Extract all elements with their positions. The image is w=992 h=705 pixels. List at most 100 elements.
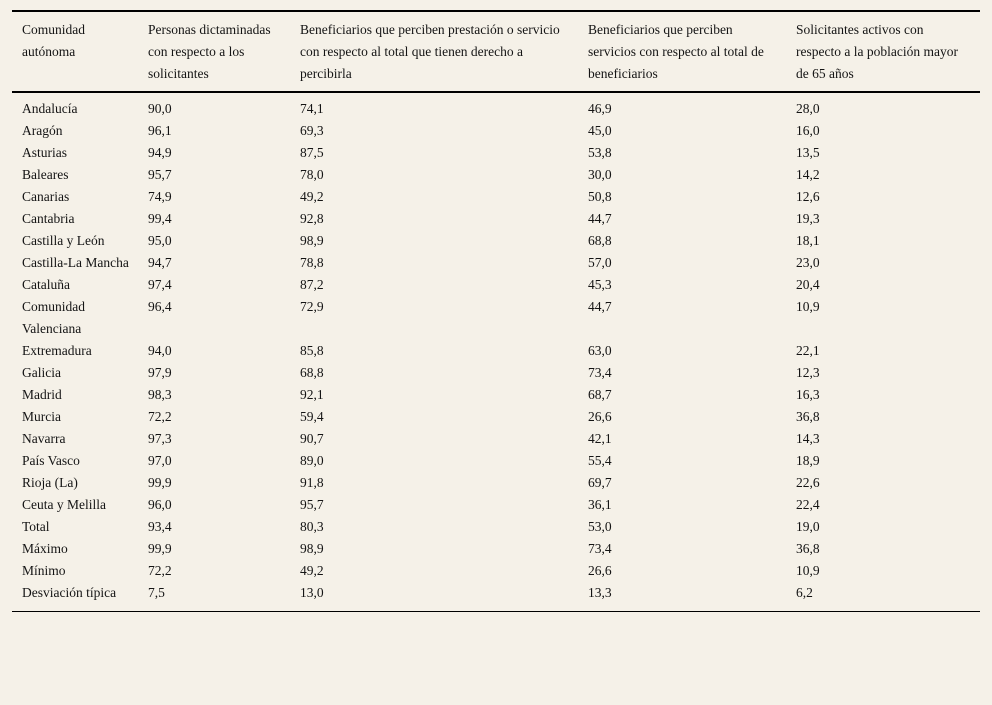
value-cell: 94,0 — [148, 343, 172, 358]
value-cell: 19,0 — [796, 519, 820, 534]
value-cell: 92,1 — [300, 387, 324, 402]
value-cell: 97,3 — [148, 431, 172, 446]
value-cell: 99,9 — [148, 475, 172, 490]
table-row: Ceuta y Melilla 96,0 95,7 36,1 22,4 — [12, 494, 980, 516]
value-cell: 85,8 — [300, 343, 324, 358]
value-cell: 72,2 — [148, 409, 172, 424]
value-cell: 12,3 — [796, 365, 820, 380]
value-cell: 74,1 — [300, 101, 324, 116]
value-cell: 95,7 — [148, 167, 172, 182]
value-cell: 69,3 — [300, 123, 324, 138]
value-cell: 18,9 — [796, 453, 820, 468]
value-cell: 98,3 — [148, 387, 172, 402]
value-cell: 14,3 — [796, 431, 820, 446]
value-cell: 68,7 — [588, 387, 612, 402]
community-name-cell: Madrid — [22, 387, 62, 402]
table-row: Desviación típica 7,5 13,0 13,3 6,2 — [12, 582, 980, 612]
value-cell: 13,0 — [300, 585, 324, 600]
value-cell: 90,7 — [300, 431, 324, 446]
table-row: Rioja (La) 99,9 91,8 69,7 22,6 — [12, 472, 980, 494]
value-cell: 30,0 — [588, 167, 612, 182]
value-cell: 44,7 — [588, 211, 612, 226]
value-cell: 14,2 — [796, 167, 820, 182]
value-cell: 53,0 — [588, 519, 612, 534]
value-cell: 87,2 — [300, 277, 324, 292]
community-name-cell: Castilla y León — [22, 233, 105, 248]
community-name-cell: Cantabria — [22, 211, 75, 226]
value-cell: 36,8 — [796, 409, 820, 424]
value-cell: 72,2 — [148, 563, 172, 578]
value-cell: 7,5 — [148, 585, 165, 600]
value-cell: 49,2 — [300, 563, 324, 578]
community-name-cell: Canarias — [22, 189, 70, 204]
value-cell: 10,9 — [796, 299, 820, 314]
column-header-comunidad: Comunidad autónoma — [12, 11, 148, 93]
value-cell: 96,4 — [148, 299, 172, 314]
community-name-cell: Andalucía — [22, 101, 78, 116]
value-cell: 28,0 — [796, 101, 820, 116]
value-cell: 16,0 — [796, 123, 820, 138]
value-cell: 96,1 — [148, 123, 172, 138]
column-header-solicitantes: Solicitantes activos con respecto a la p… — [796, 11, 980, 93]
value-cell: 57,0 — [588, 255, 612, 270]
value-cell: 96,0 — [148, 497, 172, 512]
value-cell: 10,9 — [796, 563, 820, 578]
value-cell: 73,4 — [588, 365, 612, 380]
value-cell: 44,7 — [588, 299, 612, 314]
value-cell: 98,9 — [300, 233, 324, 248]
community-name-cell: Comunidad Valenciana — [22, 299, 85, 336]
value-cell: 69,7 — [588, 475, 612, 490]
value-cell: 74,9 — [148, 189, 172, 204]
table-row: Comunidad Valenciana 96,4 72,9 44,7 10,9 — [12, 296, 980, 340]
community-name-cell: Total — [22, 519, 50, 534]
community-name-cell: Máximo — [22, 541, 68, 556]
table-body: Andalucía 90,0 74,1 46,9 28,0 Aragón 96,1 69,3 4… — [12, 92, 980, 612]
table-row: Mínimo 72,2 49,2 26,6 10,9 — [12, 560, 980, 582]
table-row: Andalucía 90,0 74,1 46,9 28,0 — [12, 92, 980, 120]
table-row: Máximo 99,9 98,9 73,4 36,8 — [12, 538, 980, 560]
table-row: Navarra 97,3 90,7 42,1 14,3 — [12, 428, 980, 450]
value-cell: 72,9 — [300, 299, 324, 314]
value-cell: 49,2 — [300, 189, 324, 204]
value-cell: 13,5 — [796, 145, 820, 160]
value-cell: 63,0 — [588, 343, 612, 358]
value-cell: 68,8 — [300, 365, 324, 380]
value-cell: 19,3 — [796, 211, 820, 226]
table-row: Galicia 97,9 68,8 73,4 12,3 — [12, 362, 980, 384]
value-cell: 36,8 — [796, 541, 820, 556]
community-name-cell: Asturias — [22, 145, 67, 160]
value-cell: 6,2 — [796, 585, 813, 600]
value-cell: 94,9 — [148, 145, 172, 160]
table-row: Extremadura 94,0 85,8 63,0 22,1 — [12, 340, 980, 362]
value-cell: 95,7 — [300, 497, 324, 512]
value-cell: 55,4 — [588, 453, 612, 468]
value-cell: 80,3 — [300, 519, 324, 534]
table-row: Aragón 96,1 69,3 45,0 16,0 — [12, 120, 980, 142]
value-cell: 89,0 — [300, 453, 324, 468]
value-cell: 36,1 — [588, 497, 612, 512]
community-name-cell: Rioja (La) — [22, 475, 78, 490]
value-cell: 26,6 — [588, 409, 612, 424]
table-row: Castilla y León 95,0 98,9 68,8 18,1 — [12, 230, 980, 252]
table-row: Murcia 72,2 59,4 26,6 36,8 — [12, 406, 980, 428]
value-cell: 53,8 — [588, 145, 612, 160]
value-cell: 26,6 — [588, 563, 612, 578]
value-cell: 18,1 — [796, 233, 820, 248]
value-cell: 91,8 — [300, 475, 324, 490]
value-cell: 73,4 — [588, 541, 612, 556]
value-cell: 99,4 — [148, 211, 172, 226]
value-cell: 42,1 — [588, 431, 612, 446]
value-cell: 95,0 — [148, 233, 172, 248]
community-name-cell: Desviación típica — [22, 585, 117, 600]
value-cell: 16,3 — [796, 387, 820, 402]
column-header-servicios: Beneficiarios que perciben servicios con… — [588, 11, 796, 93]
community-name-cell: Aragón — [22, 123, 63, 138]
community-name-cell: Ceuta y Melilla — [22, 497, 106, 512]
value-cell: 68,8 — [588, 233, 612, 248]
value-cell: 12,6 — [796, 189, 820, 204]
value-cell: 22,1 — [796, 343, 820, 358]
community-name-cell: Mínimo — [22, 563, 66, 578]
table-header: Comunidad autónoma Personas dictaminadas… — [12, 11, 980, 93]
value-cell: 78,0 — [300, 167, 324, 182]
